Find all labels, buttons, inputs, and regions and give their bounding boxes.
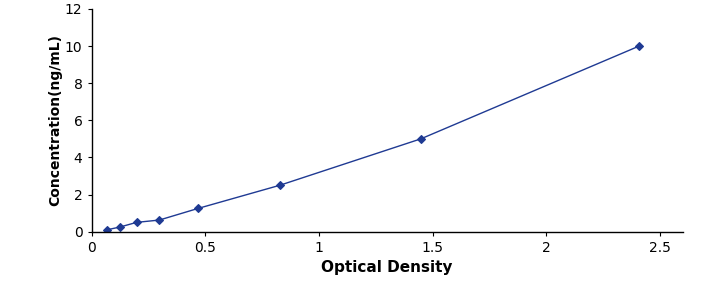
X-axis label: Optical Density: Optical Density bbox=[322, 260, 453, 275]
Y-axis label: Concentration(ng/mL): Concentration(ng/mL) bbox=[48, 34, 62, 206]
